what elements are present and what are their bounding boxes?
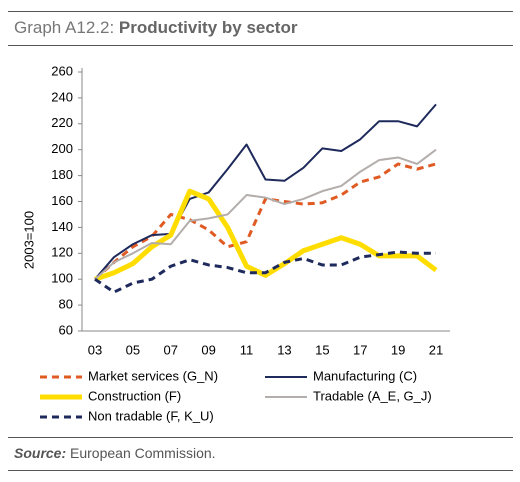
x-tick-label: 13 [277, 342, 291, 357]
series-line [94, 188, 438, 282]
rule [8, 11, 513, 12]
y-tick-label: 180 [51, 167, 73, 182]
x-tick-label: 03 [88, 342, 102, 357]
chart-title: Productivity by sector [118, 18, 298, 37]
y-tick-label: 80 [59, 297, 73, 312]
y-tick-label: 220 [51, 115, 73, 130]
legend-label: Construction (F) [88, 388, 181, 403]
legend-label: Non tradable (F, K_U) [88, 408, 214, 423]
x-tick-label: 07 [164, 342, 178, 357]
legend-label: Tradable (A_E, G_J) [313, 388, 432, 403]
chart: 2003=100 60 80 100 120 140 160 180 200 220 240 260… [21, 63, 450, 423]
x-tick-label: 15 [315, 342, 329, 357]
x-tick-label: 11 [240, 342, 254, 357]
y-tick-label: 160 [51, 193, 73, 208]
y-axis-label: 2003=100 [21, 211, 36, 269]
source-label: Source: [14, 445, 67, 461]
y-tick-label: 240 [51, 89, 73, 104]
x-tick-label: 19 [391, 342, 405, 357]
x-tick-label: 21 [429, 342, 443, 357]
series-line [94, 103, 437, 280]
x-tick-label: 05 [126, 342, 140, 357]
series-line [94, 162, 437, 281]
y-tick-label: 200 [51, 141, 73, 156]
title-label: Graph A12.2: [14, 18, 115, 37]
y-tick-label: 260 [51, 63, 73, 78]
title: Graph A12.2: Productivity by sector [14, 18, 297, 38]
series-line [94, 250, 436, 294]
rule [8, 470, 513, 471]
source-text: European Commission. [70, 445, 216, 461]
rule [8, 45, 513, 46]
y-tick-label: 100 [51, 271, 73, 286]
source: Source: European Commission. [14, 445, 216, 461]
y-tick-label: 60 [59, 322, 73, 337]
legend-label: Market services (G_N) [88, 368, 218, 383]
rule [8, 437, 513, 438]
x-tick-label: 17 [353, 342, 367, 357]
x-tick-label: 09 [201, 342, 215, 357]
legend-label: Manufacturing (C) [313, 368, 417, 383]
series-line [94, 148, 437, 280]
y-tick-label: 120 [51, 245, 73, 260]
y-tick-label: 140 [51, 219, 73, 234]
